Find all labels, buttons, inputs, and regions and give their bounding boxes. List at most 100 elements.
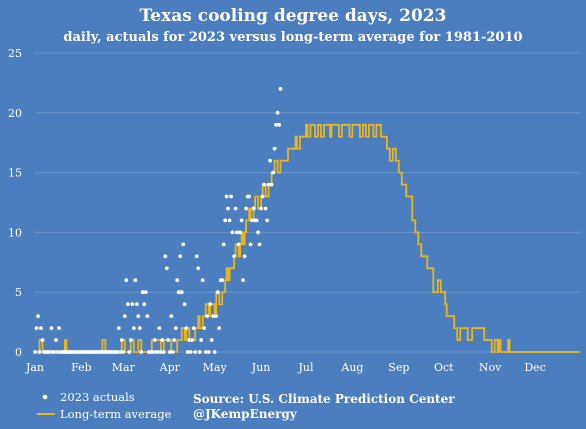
actual-point xyxy=(161,350,166,354)
actual-point xyxy=(119,338,124,342)
actual-point xyxy=(124,278,129,283)
actual-point xyxy=(118,350,123,354)
actual-point xyxy=(127,350,132,354)
actual-point xyxy=(167,350,172,354)
actual-point xyxy=(178,254,183,259)
actual-point xyxy=(52,350,57,354)
actual-point xyxy=(188,350,193,354)
actual-point xyxy=(187,338,192,342)
actual-point xyxy=(227,218,232,223)
chart-title: Texas cooling degree days, 2023 xyxy=(140,6,447,26)
actual-point xyxy=(239,218,244,223)
actual-point xyxy=(131,326,136,330)
actual-point xyxy=(242,254,247,259)
x-tick-label-mar: Mar xyxy=(112,361,136,374)
average-series xyxy=(35,123,580,353)
source-line: Source: U.S. Climate Prediction Center xyxy=(193,392,455,406)
actual-point xyxy=(256,230,260,235)
actual-point xyxy=(155,350,160,354)
actual-point xyxy=(115,350,120,354)
actual-point xyxy=(191,326,196,330)
actual-point xyxy=(248,242,253,247)
y-tick-label: 20 xyxy=(8,107,22,120)
actual-point xyxy=(247,194,252,199)
actual-point xyxy=(39,326,43,330)
x-tick-label-sep: Sep xyxy=(388,361,409,374)
legend-average-label: Long-term average xyxy=(60,407,172,421)
author-handle: @JKempEnergy xyxy=(193,407,298,421)
actual-point xyxy=(116,326,121,330)
actual-point xyxy=(254,218,259,223)
y-tick-label: 10 xyxy=(8,226,22,239)
actual-point xyxy=(257,242,262,247)
actual-point xyxy=(152,338,157,342)
actual-point xyxy=(229,194,234,199)
actual-point xyxy=(241,278,246,283)
actual-point xyxy=(268,158,272,163)
actual-point xyxy=(134,302,139,307)
actual-point xyxy=(143,290,148,295)
actual-point xyxy=(236,242,241,247)
x-tick-label-feb: Feb xyxy=(71,361,92,374)
actual-point xyxy=(128,338,133,342)
actual-point xyxy=(238,230,243,235)
actual-point xyxy=(263,206,268,211)
actual-point xyxy=(166,338,171,342)
actual-point xyxy=(200,278,205,283)
actual-point xyxy=(185,350,190,354)
actual-point xyxy=(217,326,222,330)
actual-point xyxy=(212,350,217,354)
actual-point xyxy=(157,326,162,330)
actual-point xyxy=(139,350,144,354)
actual-point xyxy=(259,206,263,211)
actual-point xyxy=(49,326,54,330)
actual-point xyxy=(125,302,130,307)
actual-point xyxy=(160,338,165,342)
x-tick-label-apr: Apr xyxy=(159,361,181,374)
actual-point xyxy=(262,182,266,187)
actual-point xyxy=(232,254,237,259)
actual-point xyxy=(40,338,45,342)
x-tick-label-nov: Nov xyxy=(479,361,502,374)
x-tick-label-jan: Jan xyxy=(25,361,44,374)
actual-point xyxy=(184,326,189,330)
average-line xyxy=(35,123,580,353)
actual-point xyxy=(182,302,187,307)
actual-point xyxy=(203,350,208,354)
actual-point xyxy=(196,266,201,271)
actual-point xyxy=(33,350,37,354)
actual-point xyxy=(278,87,283,91)
actual-point xyxy=(226,206,231,211)
actual-point xyxy=(235,230,240,235)
actual-point xyxy=(272,146,277,151)
x-tick-label-jul: Jul xyxy=(297,361,313,374)
actual-point xyxy=(170,350,175,354)
actual-point xyxy=(34,326,39,330)
legend: 2023 actuals Long-term average xyxy=(37,390,172,421)
actual-point xyxy=(202,326,207,330)
actual-point xyxy=(221,242,226,247)
y-axis-ticks: 0 5 10 15 20 25 xyxy=(8,47,22,359)
actual-point xyxy=(277,122,281,127)
actual-point xyxy=(36,314,40,318)
actual-point xyxy=(163,254,168,259)
actual-point xyxy=(193,350,198,354)
actual-point xyxy=(223,218,228,223)
actual-point xyxy=(142,302,147,307)
actual-point xyxy=(57,326,61,330)
actual-point xyxy=(175,278,180,283)
x-tick-label-may: May xyxy=(203,361,228,374)
actual-point xyxy=(269,182,274,187)
actual-point xyxy=(215,290,220,295)
actual-point xyxy=(274,122,278,127)
actual-point xyxy=(181,242,186,247)
x-tick-label-jun: Jun xyxy=(251,361,271,374)
actual-point xyxy=(151,350,156,354)
actual-point xyxy=(224,194,229,199)
actual-point xyxy=(205,314,210,318)
actual-point xyxy=(140,290,145,295)
actual-point xyxy=(251,206,256,211)
actual-point xyxy=(260,194,265,199)
y-tick-label: 0 xyxy=(15,346,22,359)
chart-subtitle: daily, actuals for 2023 versus long-term… xyxy=(63,30,522,45)
